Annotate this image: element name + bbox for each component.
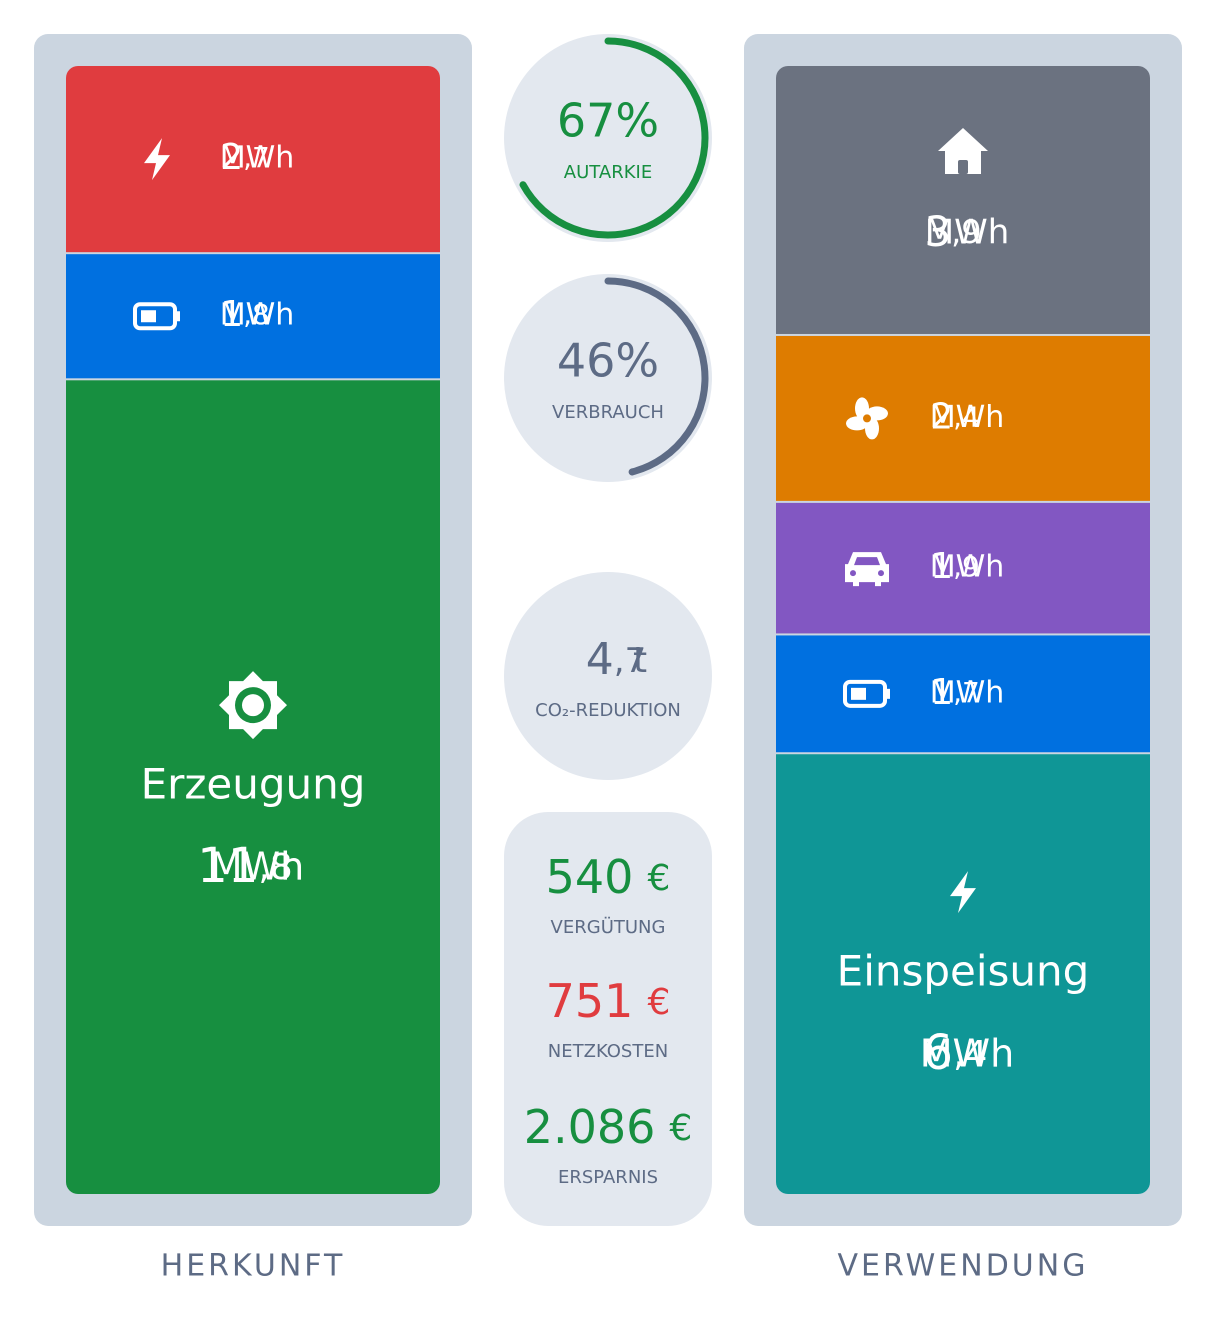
icon-home — [938, 127, 988, 174]
finance-value-line: 751 € — [546, 974, 671, 1028]
icon-sun-core — [242, 694, 264, 717]
unit: MWh — [220, 141, 295, 176]
icon-fan-hub — [863, 414, 871, 423]
icon-battery — [843, 679, 887, 708]
value: 1,7 — [930, 672, 980, 713]
metric-value: 67% — [557, 94, 659, 148]
finance-value-line: 2.086 € — [524, 1100, 693, 1154]
finance-label: ERSPARNIS — [558, 1167, 658, 1188]
icon — [846, 397, 888, 440]
finance-panel — [504, 812, 712, 1226]
icon-car-window — [854, 557, 880, 566]
metric-circle — [504, 274, 712, 482]
icon-battery-nub — [886, 688, 890, 699]
segment — [776, 335, 1150, 501]
unit: MWh — [210, 845, 304, 889]
unit: MWh — [930, 675, 1005, 710]
unit: € — [669, 1108, 692, 1149]
segment — [776, 502, 1150, 634]
unit: t — [633, 640, 647, 681]
segment — [66, 380, 440, 1194]
unit: € — [647, 858, 670, 899]
origin-label: HERKUNFT — [161, 1249, 346, 1284]
metric-circle — [504, 34, 712, 242]
icon-fan-blade — [866, 406, 888, 421]
value: 3,9 — [924, 206, 981, 255]
segment — [776, 635, 1150, 753]
icon — [843, 679, 890, 708]
unit: € — [647, 982, 670, 1023]
icon — [845, 552, 889, 587]
segment-name: Einspeisung — [837, 947, 1090, 996]
icon — [219, 671, 287, 740]
value: 1,9 — [930, 546, 980, 587]
icon-fan-blade — [846, 416, 868, 431]
icon — [133, 302, 180, 331]
value: 1,8 — [220, 294, 270, 335]
icon-fan-blade — [865, 417, 879, 440]
unit: MWh — [925, 212, 1010, 252]
segment — [776, 754, 1150, 1194]
segment — [776, 66, 1150, 334]
value: 11,8 — [197, 838, 292, 894]
icon-bolt — [950, 871, 976, 914]
icon-fan-blade — [855, 397, 869, 420]
icon-battery — [133, 302, 177, 331]
metric-label: VERBRAUCH — [552, 402, 664, 423]
unit: MWh — [920, 1032, 1014, 1076]
finance-value: 2.086 — [524, 1100, 656, 1154]
metric-label: CO₂-REDUKTION — [535, 700, 681, 721]
finance-value: 540 — [546, 850, 634, 904]
icon-car-light — [850, 570, 856, 577]
icon — [144, 138, 170, 181]
finance-value-line: 540 € — [546, 850, 671, 904]
finance-value: 751 — [546, 974, 634, 1028]
usage-label: VERWENDUNG — [838, 1249, 1089, 1284]
value: 2,4 — [930, 396, 980, 437]
icon-bolt — [144, 138, 170, 181]
icon-home-door — [958, 159, 968, 174]
finance-label: NETZKOSTEN — [548, 1041, 668, 1062]
value: 2,7 — [220, 137, 270, 178]
unit: MWh — [220, 298, 295, 333]
usage-column: 3,9MWh2,4MWh1,9MWh1,7MWhEinspeisung6,4MW… — [776, 66, 1150, 1194]
metric-arc — [604, 277, 709, 476]
value: 4,7 — [586, 634, 646, 685]
metric-value: 46% — [557, 334, 659, 388]
icon-battery-nub — [176, 311, 180, 322]
icon — [938, 127, 988, 174]
segment — [66, 66, 440, 253]
metric-arc — [519, 37, 709, 239]
metric-circle — [504, 572, 712, 780]
unit: MWh — [930, 400, 1005, 435]
segment-name: Erzeugung — [141, 760, 366, 809]
metric-label: AUTARKIE — [564, 162, 652, 183]
icon-battery-fill — [851, 687, 866, 700]
icon-battery-fill — [141, 310, 156, 323]
segment — [66, 254, 440, 379]
unit: MWh — [930, 550, 1005, 585]
value: 6,4 — [923, 1025, 988, 1081]
icon-car-light — [878, 570, 884, 577]
icon — [950, 871, 976, 914]
finance-label: VERGÜTUNG — [551, 916, 666, 938]
